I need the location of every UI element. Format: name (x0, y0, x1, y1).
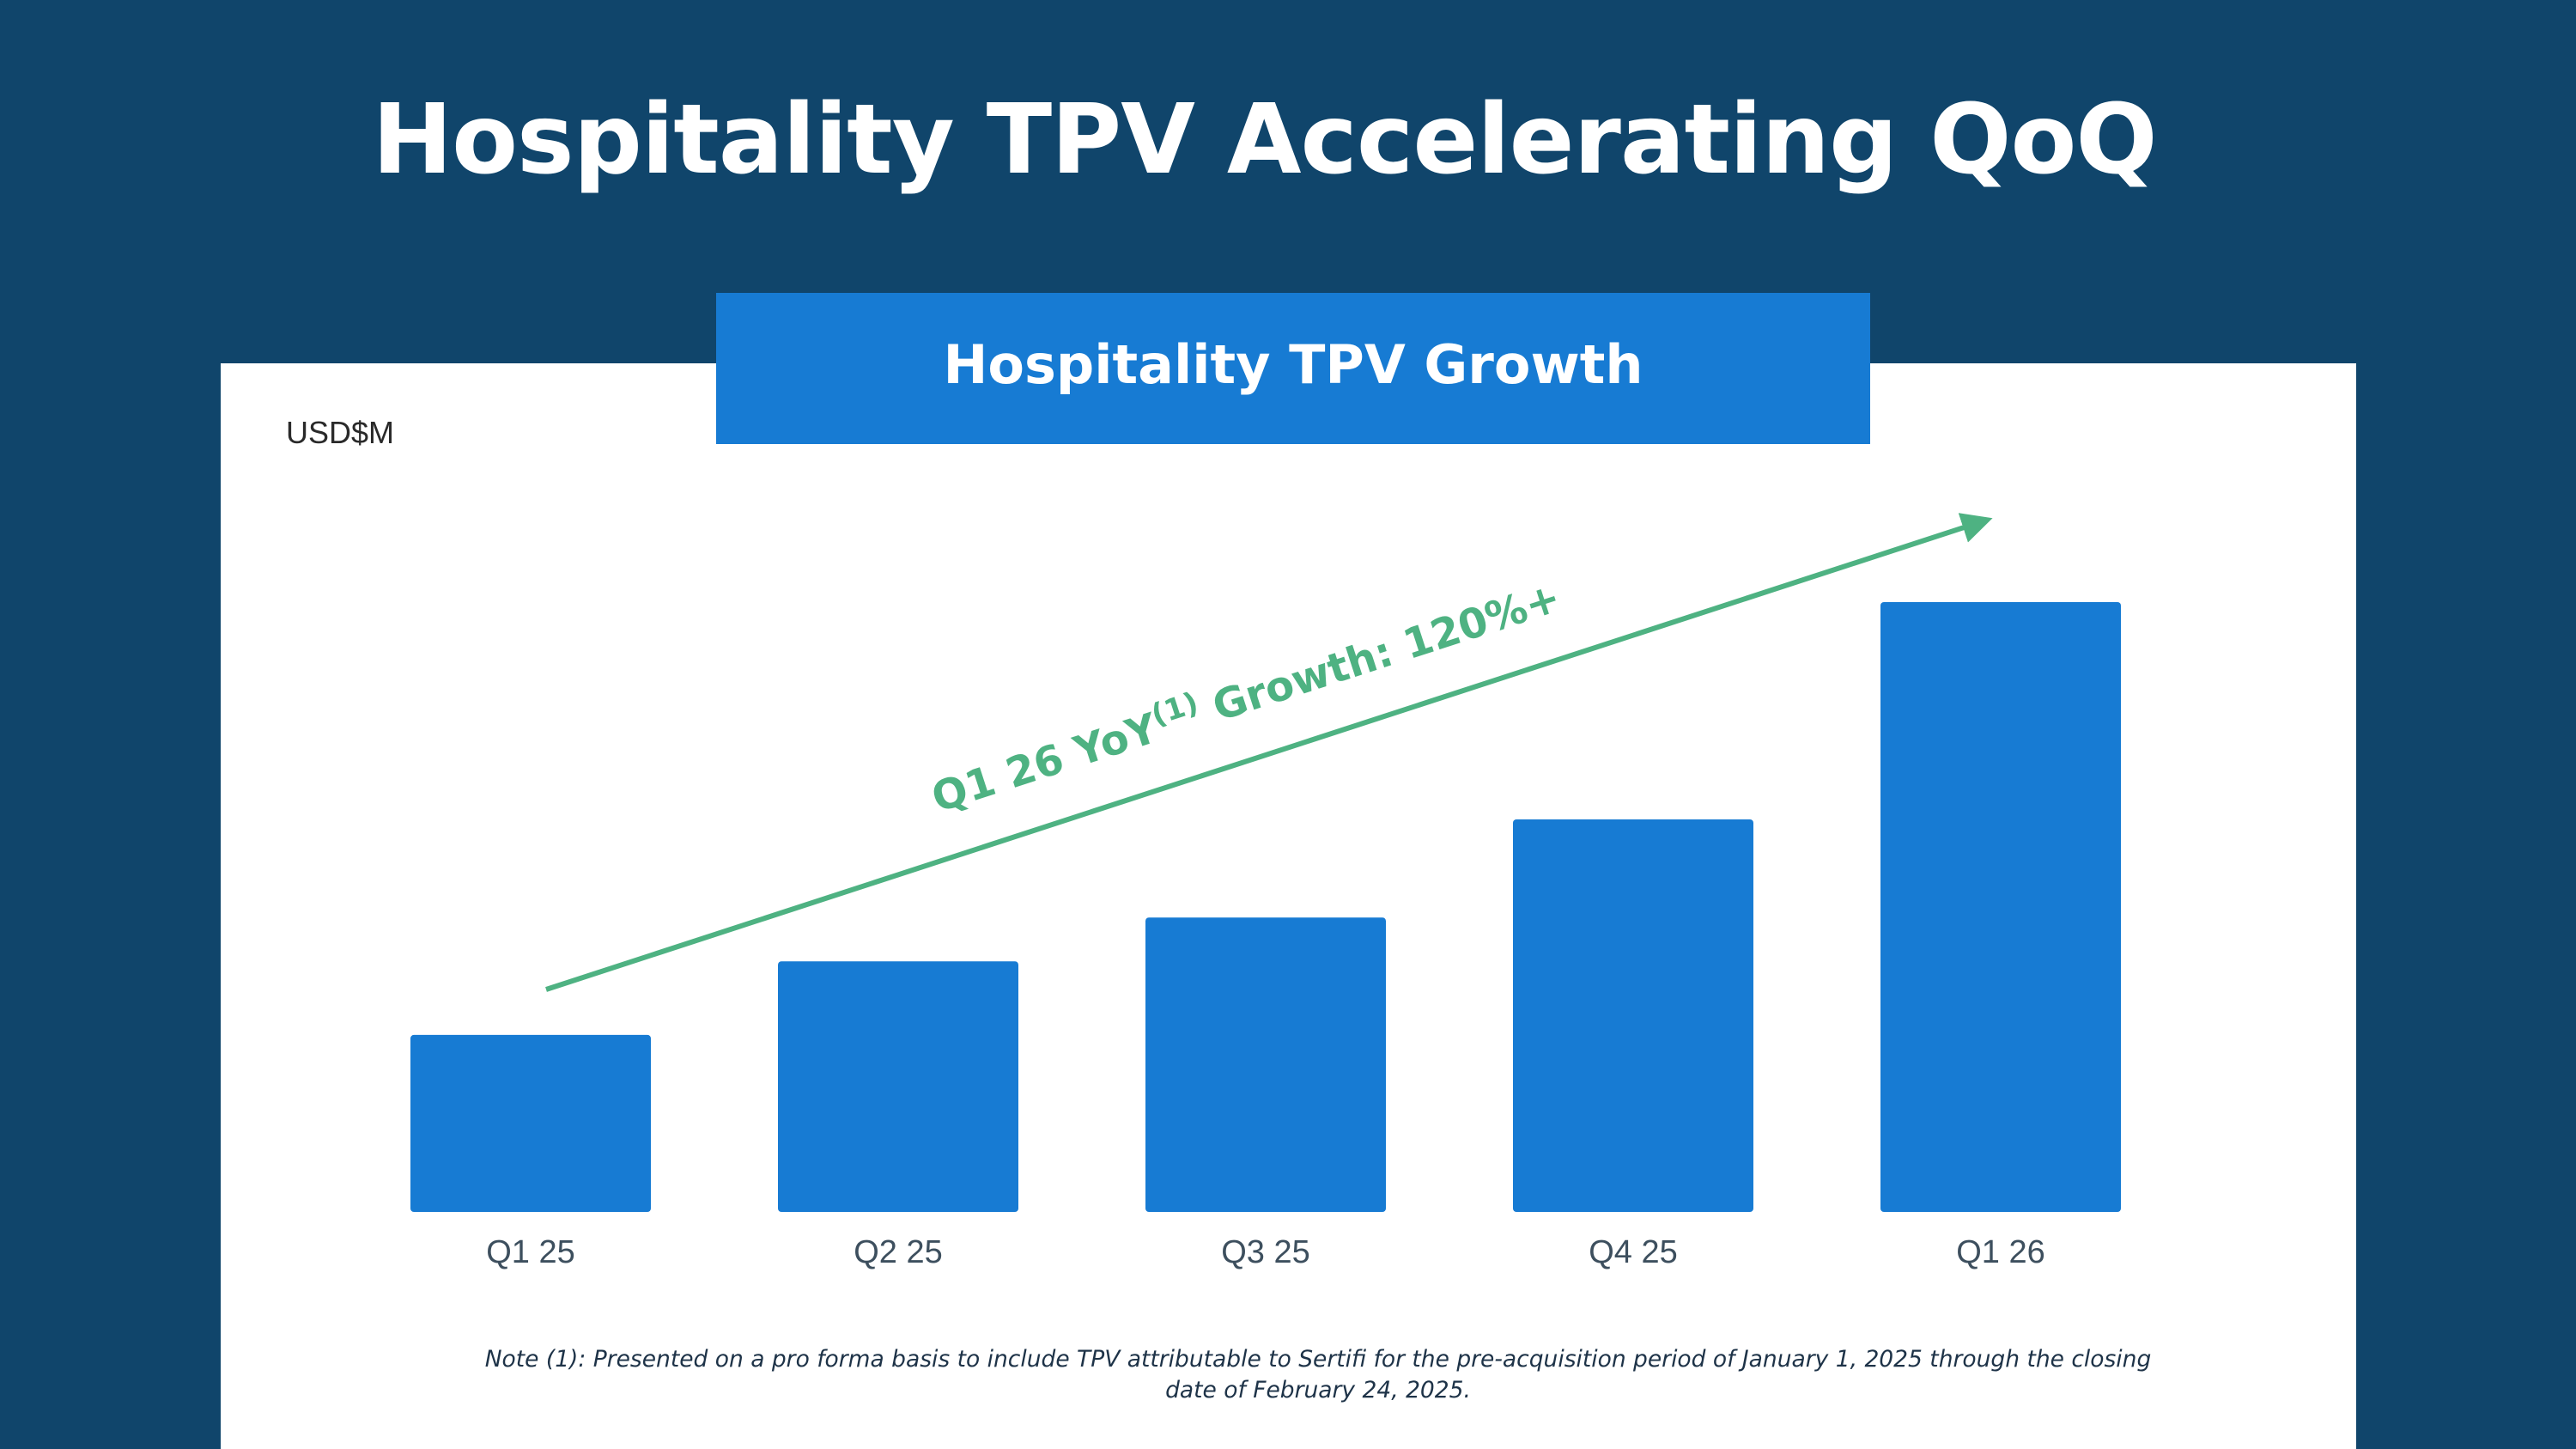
x-tick-label: Q3 25 (1221, 1234, 1310, 1270)
bars-group (410, 602, 2121, 1212)
slide-title: Hospitality TPV Accelerating QoQ (372, 84, 2157, 196)
footnote: Note (1): Presented on a pro forma basis… (484, 1346, 2152, 1403)
x-tick-label: Q1 26 (1956, 1234, 2045, 1270)
x-tick-label: Q1 25 (486, 1234, 575, 1270)
chart-title: Hospitality TPV Growth (716, 293, 1870, 444)
growth-trend-arrow (545, 513, 1993, 992)
bar-q4-25 (1513, 819, 1753, 1212)
growth-annotation-suffix: Growth: 120%+ (1194, 573, 1566, 735)
bar-q1-26 (1880, 602, 2121, 1212)
bar-q1-25 (410, 1034, 651, 1212)
bar-q3-25 (1145, 917, 1386, 1212)
x-tick-labels: Q1 25 Q2 25 Q3 25 Q4 25 Q1 26 (486, 1234, 2045, 1270)
x-tick-label: Q4 25 (1589, 1234, 1678, 1270)
growth-annotation-prefix: Q1 26 YoY (926, 704, 1164, 823)
y-axis-unit-label: USD$M (286, 415, 395, 450)
x-tick-label: Q2 25 (854, 1234, 943, 1270)
growth-annotation: Q1 26 YoY(1) Growth: 120%+ (925, 569, 1566, 823)
bar-q2-25 (778, 961, 1018, 1212)
